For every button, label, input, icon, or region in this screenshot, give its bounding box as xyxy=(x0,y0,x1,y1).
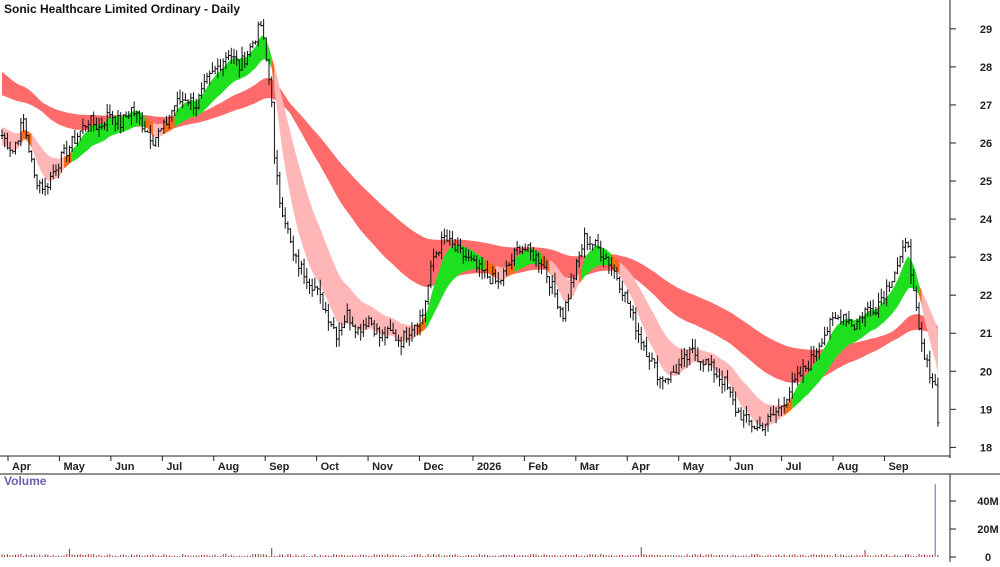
month-tick-label: Nov xyxy=(372,461,394,473)
price-bars xyxy=(0,19,940,437)
price-tick-label: 20 xyxy=(980,366,992,378)
price-tick-label: 29 xyxy=(980,24,992,36)
short-term-ribbon-flat xyxy=(271,57,275,90)
month-tick-label: Jul xyxy=(786,461,802,473)
month-tick-label: 2026 xyxy=(477,461,501,473)
volume-tick-label: 40M xyxy=(977,496,998,508)
short-term-ribbon-flat xyxy=(144,116,153,137)
long-term-ribbon xyxy=(2,71,938,383)
price-tick-label: 25 xyxy=(980,176,992,188)
price-tick-label: 27 xyxy=(980,100,992,112)
short-term-ribbon-flat xyxy=(417,315,426,336)
month-tick-label: Apr xyxy=(631,461,651,473)
short-term-ribbon-down xyxy=(549,260,580,303)
price-tick-label: 23 xyxy=(980,252,992,264)
short-term-ribbon-flat xyxy=(541,253,550,274)
month-tick-label: Jul xyxy=(166,461,182,473)
price-tick-label: 24 xyxy=(980,214,993,226)
short-term-ribbon-down xyxy=(619,261,785,428)
month-tick-label: May xyxy=(63,461,85,473)
short-term-ribbon-flat xyxy=(64,149,73,169)
short-term-ribbon-up xyxy=(72,110,145,162)
price-tick-label: 21 xyxy=(980,328,992,340)
month-tick-label: May xyxy=(683,461,705,473)
short-term-ribbon-flat xyxy=(919,284,922,306)
month-tick-label: Dec xyxy=(424,461,444,473)
short-term-ribbon-up xyxy=(792,256,919,409)
month-tick-label: Sep xyxy=(888,461,908,473)
short-term-ribbon-flat xyxy=(611,254,620,276)
price-tick-label: 18 xyxy=(980,442,992,454)
volume-panel: 0 20M 40M xyxy=(0,473,1000,564)
price-tick-label: 28 xyxy=(980,62,992,74)
month-tick-label: Mar xyxy=(580,461,600,473)
short-term-ribbon-up xyxy=(425,244,485,329)
month-tick-label: Jun xyxy=(734,461,754,473)
short-term-ribbon-down xyxy=(2,127,21,151)
short-term-ribbon-up xyxy=(514,248,542,273)
short-term-ribbon-flat xyxy=(20,130,32,148)
chart-title: Sonic Healthcare Limited Ordinary - Dail… xyxy=(4,2,240,16)
short-term-ribbon-flat xyxy=(784,395,793,416)
month-tick-label: Oct xyxy=(321,461,340,473)
month-tick-label: Aug xyxy=(837,461,858,473)
volume-tick-label: 0 xyxy=(985,552,991,562)
month-tick-label: Aug xyxy=(218,461,239,473)
short-term-ribbon-flat xyxy=(579,266,582,284)
axes: 18 19 20 21 22 23 24 25 26 27 28 29 Apr May Jun Jul Aug S… xyxy=(0,0,993,473)
short-term-ribbon-down xyxy=(921,290,938,375)
short-term-ribbon-up xyxy=(581,245,612,281)
volume-title: Volume xyxy=(4,474,47,488)
short-term-ribbon-flat xyxy=(506,260,515,278)
short-term-ribbon-down xyxy=(495,265,507,281)
month-tick-label: Apr xyxy=(12,461,32,473)
short-term-ribbon-down xyxy=(274,66,418,343)
month-tick-label: Sep xyxy=(269,461,289,473)
month-tick-label: Feb xyxy=(528,461,548,473)
price-tick-label: 19 xyxy=(980,404,992,416)
price-tick-label: 26 xyxy=(980,138,992,150)
volume-tick-label: 20M xyxy=(977,524,998,536)
month-tick-label: Jun xyxy=(115,461,135,473)
price-tick-label: 22 xyxy=(980,290,992,302)
